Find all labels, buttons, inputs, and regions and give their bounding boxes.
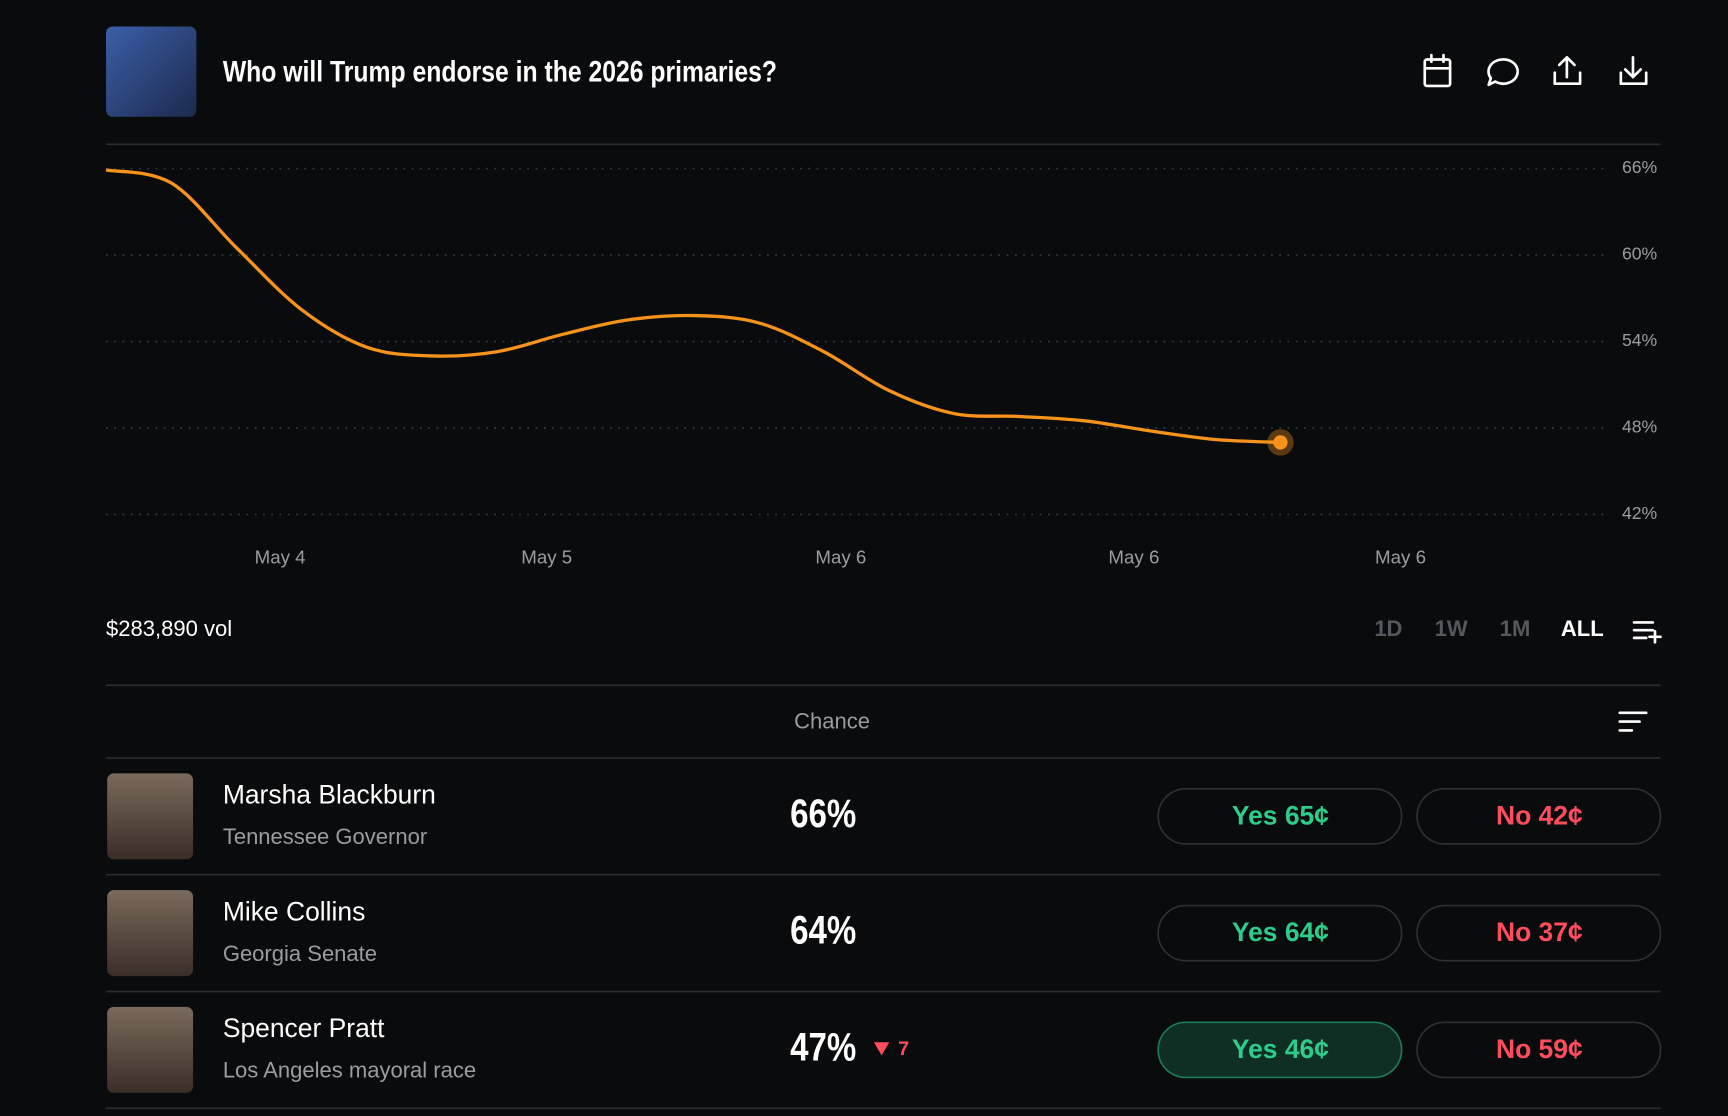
calendar-icon[interactable]: [1423, 53, 1452, 88]
chance: 64%: [790, 909, 856, 953]
outcome-table: Marsha Blackburn Tennessee Governor 66% Yes…: [106, 773, 1662, 1110]
yes-button[interactable]: [1157, 1021, 1403, 1079]
x-tick-label: May 4: [255, 546, 306, 567]
y-tick-label: 60%: [1622, 244, 1658, 264]
no-button[interactable]: [1416, 904, 1662, 962]
chance: 66%: [790, 792, 856, 836]
timeframe-button[interactable]: 1W: [1435, 616, 1468, 641]
last-point: [1273, 435, 1288, 450]
sort-icon[interactable]: [1618, 711, 1648, 732]
avatar: [107, 1006, 194, 1093]
outcome-name: Mike Collins: [223, 896, 366, 926]
timeframe-button[interactable]: 1M: [1500, 616, 1531, 641]
yes-button[interactable]: [1157, 904, 1403, 962]
outcome-row[interactable]: Mike Collins Georgia Senate 64% Yes 64¢ No 3…: [106, 890, 1662, 993]
comment-icon[interactable]: [1487, 58, 1520, 87]
yes-label: Yes 65¢: [1232, 800, 1329, 830]
no-label: No 37¢: [1496, 917, 1583, 947]
avatar: [107, 890, 194, 977]
no-button[interactable]: [1416, 1021, 1662, 1079]
yes-button[interactable]: [1157, 787, 1403, 845]
x-tick-label: May 5: [521, 546, 572, 567]
timeframe-button[interactable]: ALL: [1561, 616, 1604, 641]
down-arrow: [873, 1042, 890, 1056]
y-tick-label: 66%: [1622, 157, 1658, 177]
share-icon[interactable]: [1553, 55, 1582, 86]
y-tick-label: 54%: [1622, 330, 1658, 350]
outcome-name: Marsha Blackburn: [223, 779, 436, 809]
x-tick-label: May 6: [1375, 546, 1426, 567]
series-line: [105, 168, 1281, 445]
column-header: Chance: [794, 709, 870, 734]
chance: 47%: [790, 1025, 856, 1069]
change: 7: [898, 1038, 909, 1060]
add-icon[interactable]: [1632, 621, 1662, 644]
market-title: Who will Trump endorse in the 2026 prima…: [223, 56, 777, 89]
no-button[interactable]: [1416, 787, 1662, 845]
yes-label: Yes 46¢: [1232, 1034, 1329, 1064]
outcome-race: Los Angeles mayoral race: [223, 1058, 476, 1083]
market-image: [106, 26, 197, 117]
x-tick-label: May 6: [1108, 546, 1159, 567]
avatar: [107, 773, 194, 860]
outcome-row[interactable]: Spencer Pratt Los Angeles mayoral race 47%…: [106, 1006, 1662, 1110]
no-label: No 59¢: [1496, 1034, 1583, 1064]
outcome-name: Spencer Pratt: [223, 1013, 385, 1043]
y-tick-label: 48%: [1622, 417, 1658, 437]
outcome-race: Tennessee Governor: [223, 824, 427, 849]
yes-label: Yes 64¢: [1232, 917, 1329, 947]
no-label: No 42¢: [1496, 800, 1583, 830]
download-icon[interactable]: [1619, 55, 1648, 86]
y-tick-label: 42%: [1622, 503, 1658, 523]
outcome-race: Georgia Senate: [223, 941, 377, 966]
volume: $283,890 vol: [106, 616, 232, 641]
outcome-row[interactable]: Marsha Blackburn Tennessee Governor 66% Yes…: [106, 773, 1662, 876]
x-tick-label: May 6: [815, 546, 866, 567]
timeframe-button[interactable]: 1D: [1374, 616, 1402, 641]
chart: 42% 48% 54% 60% 66% May 4 May 5 May 6 May 6 May 6: [105, 157, 1658, 567]
